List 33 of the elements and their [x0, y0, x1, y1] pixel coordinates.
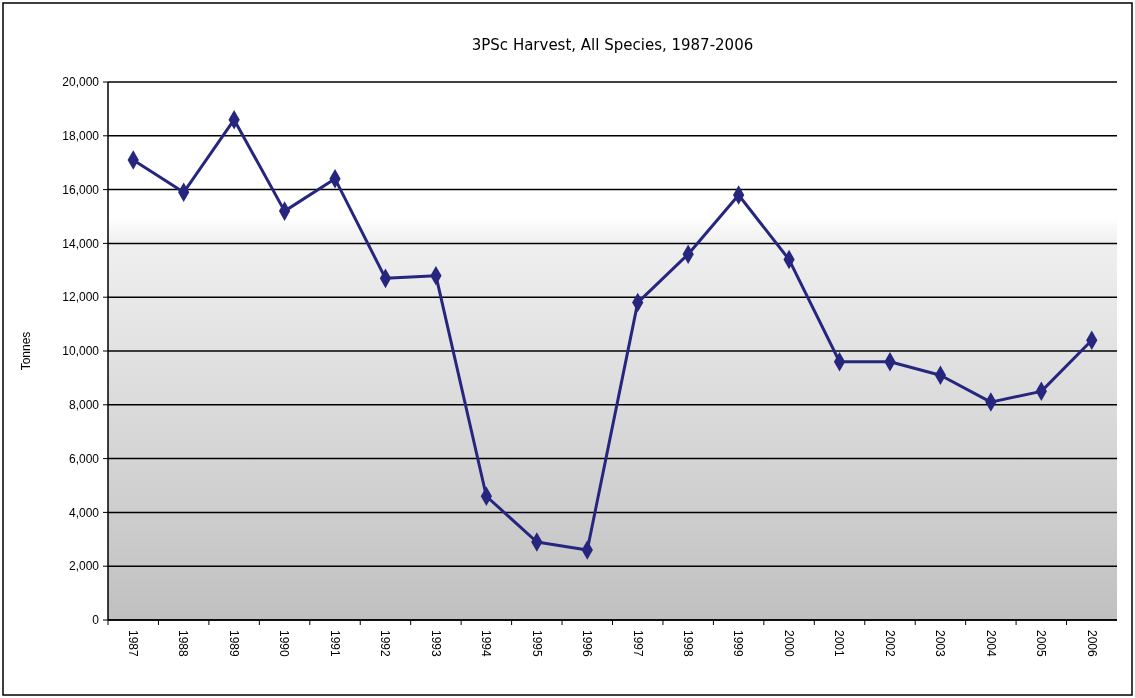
y-tick-label: 2,000: [68, 559, 100, 574]
y-tick-label: 20,000: [62, 75, 100, 90]
x-tick-label: 2006: [1084, 630, 1099, 658]
x-tick-label: 1992: [378, 630, 393, 658]
x-tick-label: 2005: [1034, 630, 1049, 658]
y-tick-label: 12,000: [62, 290, 100, 305]
y-tick-label: 18,000: [62, 129, 100, 143]
y-tick-label: 6,000: [68, 451, 100, 466]
x-tick-label: 1990: [277, 630, 292, 658]
y-tick-label: 10,000: [62, 344, 100, 359]
x-tick-label: 1988: [176, 630, 191, 658]
x-tick-label: 1993: [428, 630, 443, 658]
x-tick-label: 2000: [781, 630, 796, 658]
chart-title: 3PSc Harvest, All Species, 1987-2006: [471, 36, 754, 54]
x-tick-label: 1987: [126, 630, 141, 658]
y-tick-label: 14,000: [62, 236, 100, 251]
x-tick-label: 1997: [630, 630, 645, 658]
x-tick-label: 2004: [983, 630, 998, 658]
x-tick-label: 2002: [882, 630, 897, 658]
x-tick-label: 1994: [479, 630, 494, 658]
x-tick-label: 2001: [832, 630, 847, 658]
y-tick-label: 8,000: [68, 398, 100, 412]
x-tick-label: 2003: [933, 630, 948, 658]
y-axis-title: Tonnes: [19, 331, 33, 371]
x-tick-label: 1989: [226, 630, 241, 658]
y-tick-label: 4,000: [68, 505, 100, 520]
x-tick-label: 1991: [327, 630, 342, 658]
y-tick-label: 16,000: [62, 182, 100, 197]
x-tick-label: 1996: [580, 630, 595, 658]
x-tick-label: 1999: [731, 630, 746, 658]
x-tick-label: 1998: [680, 630, 695, 658]
x-tick-label: 1995: [529, 630, 544, 658]
y-tick-label: 0: [92, 613, 100, 628]
